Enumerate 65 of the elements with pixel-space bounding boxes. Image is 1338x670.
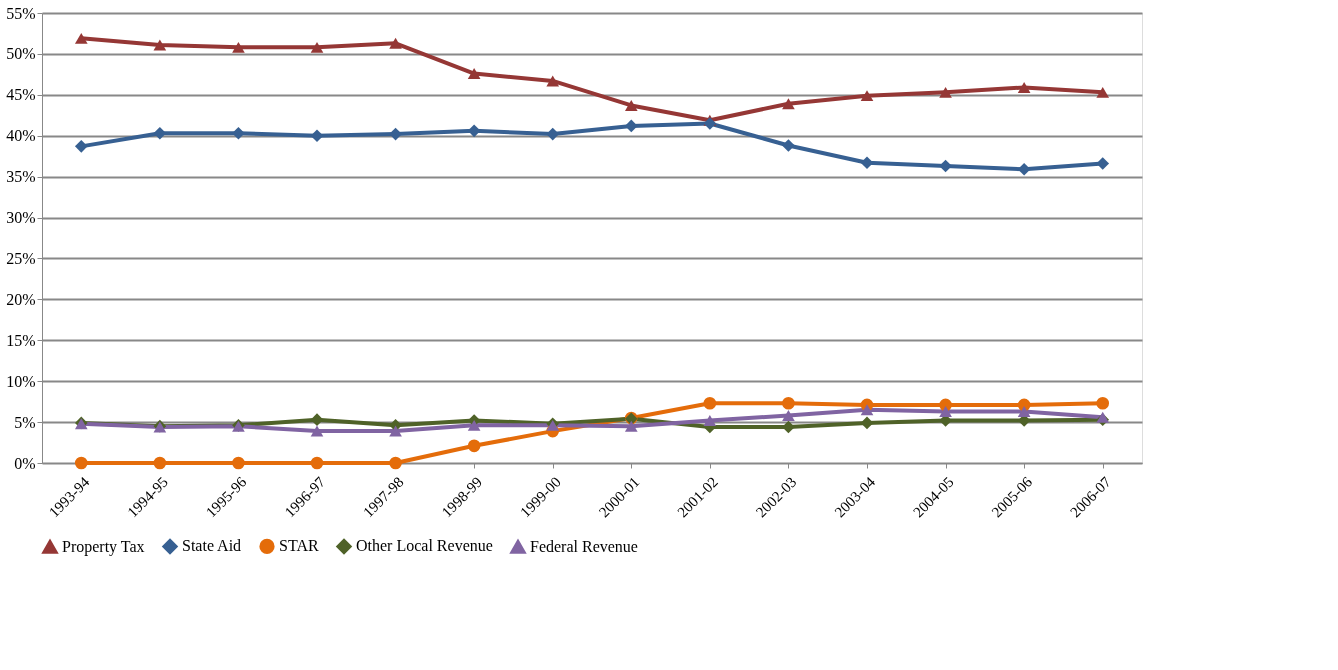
point: [467, 124, 481, 138]
y-tick-label: 40%: [6, 127, 36, 145]
point: [624, 99, 638, 111]
y-tick-label: 50%: [6, 45, 36, 63]
point: [624, 420, 638, 432]
point: [310, 413, 324, 426]
point: [546, 75, 560, 87]
y-tick-label: 55%: [6, 4, 36, 22]
point: [703, 117, 717, 130]
point: [389, 127, 402, 141]
y-tick-label: 0%: [14, 454, 36, 472]
point: [860, 416, 874, 430]
y-tick-label: 45%: [6, 86, 36, 104]
point: [467, 439, 481, 453]
y-tick-label: 20%: [6, 290, 36, 308]
point: [782, 396, 795, 410]
point: [1017, 162, 1031, 176]
point: [310, 456, 324, 470]
point: [153, 456, 167, 470]
point: [782, 139, 795, 152]
point: [310, 425, 324, 437]
y-tick-label: 25%: [6, 249, 36, 267]
point: [939, 405, 952, 417]
point: [232, 41, 245, 53]
point: [782, 420, 795, 434]
point: [860, 156, 874, 170]
y-tick-label: 10%: [6, 372, 36, 390]
point: [310, 129, 324, 143]
point: [467, 419, 481, 431]
point: [153, 39, 167, 51]
point: [232, 126, 245, 140]
point: [782, 410, 795, 422]
point: [1096, 86, 1110, 98]
point: [74, 456, 88, 470]
point: [389, 456, 402, 470]
point: [389, 37, 402, 49]
y-tick-label: 30%: [6, 209, 36, 227]
y-tick-label: 15%: [6, 331, 36, 349]
point: [74, 32, 88, 44]
point: [703, 396, 717, 410]
point: [232, 456, 245, 470]
point: [1017, 405, 1031, 417]
legend-label: Other Local Revenue: [356, 537, 493, 555]
point: [153, 126, 167, 140]
legend-label: Federal Revenue: [530, 537, 638, 555]
point: [939, 86, 952, 98]
point: [467, 68, 481, 80]
legend-label: Property Tax: [62, 537, 145, 556]
point: [1096, 396, 1110, 410]
point: [74, 140, 88, 153]
point: [860, 90, 874, 102]
point: [1096, 157, 1110, 170]
legend-label: State Aid: [182, 537, 242, 555]
point: [389, 425, 402, 437]
point: [546, 127, 560, 141]
point: [782, 98, 795, 110]
y-tick-label: 35%: [6, 168, 36, 186]
point: [860, 404, 874, 416]
legend-label: STAR: [279, 537, 319, 555]
point: [703, 414, 717, 426]
point: [939, 159, 952, 173]
point: [310, 41, 324, 53]
point: [624, 119, 638, 133]
point: [1017, 81, 1031, 93]
y-tick-label: 5%: [14, 413, 36, 431]
